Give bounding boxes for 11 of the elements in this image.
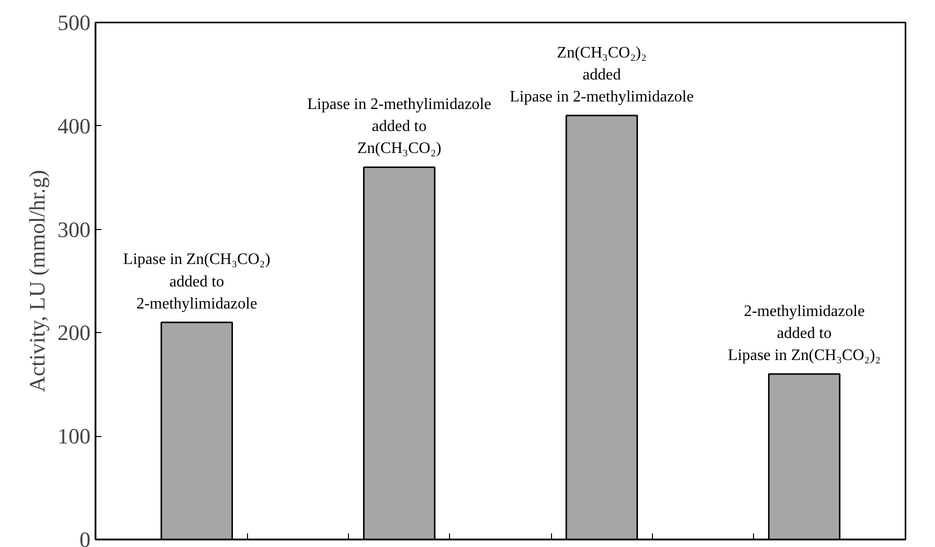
- annotation: Zn(CH₃CO₂)₂ added Lipase in 2-methylimidazole: [510, 44, 694, 106]
- y-tick-label: 0: [80, 527, 90, 547]
- annotation: Lipase in Zn(CH₃CO₂) added to 2-methylimidazole: [123, 251, 270, 312]
- y-tick-label: 400: [58, 113, 90, 138]
- annotation: Lipase in 2-methylimidazole added to Zn(CH₃CO₂): [307, 96, 492, 158]
- y-tick-label: 200: [58, 320, 90, 346]
- annotation: 2-methylimidazole added to Lipase in Zn(CH₃CO₂)₂: [728, 302, 881, 364]
- y-tick-label: 500: [58, 10, 90, 35]
- y-axis-title: Activity, LU (mmol/hr.g): [24, 170, 50, 392]
- y-tick-label: 300: [58, 216, 90, 242]
- y-tick-label: 100: [58, 424, 90, 449]
